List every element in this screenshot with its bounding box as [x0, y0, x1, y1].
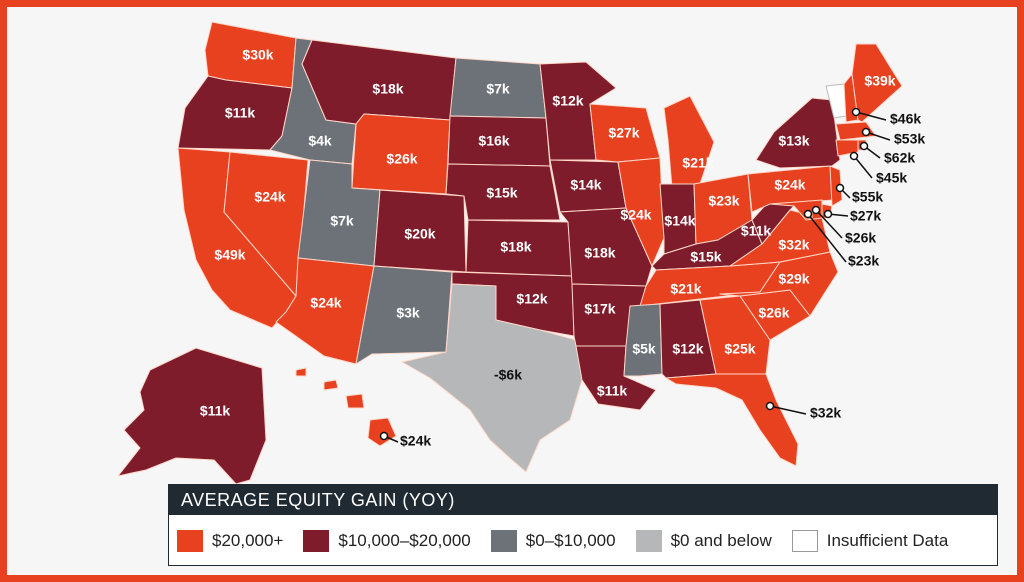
label-wy: $26k: [386, 151, 417, 167]
label-ky: $15k: [690, 249, 721, 265]
callout-nh: $46k: [890, 111, 921, 127]
callout-hi: $24k: [400, 433, 431, 449]
state-labels: $30k $11k $49k $24k $4k $18k $26k $7k $2…: [200, 47, 896, 419]
legend-swatch: [303, 530, 330, 552]
label-ny: $13k: [778, 133, 809, 149]
label-wi: $27k: [608, 125, 639, 141]
label-sd: $16k: [478, 133, 509, 149]
legend-swatch: [490, 530, 517, 552]
label-nc: $29k: [778, 271, 809, 287]
label-sc: $26k: [758, 305, 789, 321]
label-mi: $21k: [682, 155, 713, 171]
label-ms: $5k: [632, 341, 656, 357]
legend-item-insufficient: Insufficient Data: [791, 530, 949, 552]
legend-swatch: [635, 530, 662, 552]
label-al: $12k: [672, 341, 703, 357]
state-ak: [117, 347, 267, 485]
label-az: $24k: [310, 295, 341, 311]
state-mi: [663, 95, 715, 189]
label-la: $11k: [597, 383, 628, 399]
state-ct: [835, 139, 859, 157]
label-nv: $24k: [254, 189, 285, 205]
legend-title: AVERAGE EQUITY GAIN (YOY): [169, 485, 997, 515]
callout-md: $26k: [845, 230, 876, 246]
legend-items: $20,000+ $10,000–$20,000 $0–$10,000 $0 a…: [169, 515, 997, 567]
state-fl: [665, 373, 799, 467]
state-me: [851, 43, 903, 123]
callout-ri: $62k: [884, 150, 915, 166]
label-il: $24k: [620, 207, 651, 223]
callout-ma: $53k: [894, 131, 925, 147]
label-ok: $12k: [516, 291, 547, 307]
legend-item-0-and-below: $0 and below: [635, 530, 772, 552]
legend-item-20k-plus: $20,000+: [177, 530, 283, 552]
state-nj: [829, 165, 843, 207]
state-nc: [719, 251, 839, 317]
label-ar: $17k: [584, 301, 615, 317]
label-tx: -$6k: [494, 367, 522, 383]
state-ny: [755, 97, 841, 169]
legend: AVERAGE EQUITY GAIN (YOY) $20,000+ $10,0…: [168, 484, 998, 566]
label-pa: $24k: [774, 177, 805, 193]
legend-item-0-10k: $0–$10,000: [490, 530, 616, 552]
label-va: $32k: [778, 237, 809, 253]
callout-nj: $55k: [852, 189, 883, 205]
label-id: $4k: [308, 133, 332, 149]
callouts: [379, 107, 891, 443]
callout-ct: $45k: [876, 170, 907, 186]
label-nd: $7k: [486, 81, 510, 97]
label-ut: $7k: [330, 213, 354, 229]
label-wa: $30k: [242, 47, 273, 63]
label-ca: $49k: [214, 247, 245, 263]
state-hi-island-2: [323, 379, 339, 391]
label-wv: $11k: [741, 223, 772, 239]
state-nm: [355, 265, 453, 365]
state-ga: [699, 295, 771, 375]
label-me: $39k: [864, 73, 895, 89]
label-ia: $14k: [570, 177, 601, 193]
label-co: $20k: [404, 226, 435, 242]
label-nm: $3k: [396, 305, 420, 321]
label-ak: $11k: [200, 403, 231, 419]
legend-label: $20,000+: [212, 531, 284, 550]
legend-swatch: [791, 530, 818, 552]
state-hi-island-3: [345, 393, 365, 409]
label-or: $11k: [225, 105, 256, 121]
label-ne: $15k: [486, 185, 517, 201]
label-ks: $18k: [500, 239, 531, 255]
callout-dc: $23k: [848, 253, 879, 269]
callout-fl: $32k: [810, 405, 841, 421]
legend-label: $0–$10,000: [525, 531, 616, 550]
label-oh: $23k: [708, 193, 739, 209]
legend-item-10k-20k: $10,000–$20,000: [303, 530, 471, 552]
legend-label: $10,000–$20,000: [338, 531, 471, 550]
state-hi-island-1: [295, 367, 307, 377]
label-tn: $21k: [670, 281, 701, 297]
label-mn: $12k: [552, 93, 583, 109]
legend-label: Insufficient Data: [826, 531, 949, 550]
label-in: $14k: [664, 213, 695, 229]
legend-label: $0 and below: [670, 531, 772, 550]
state-il: [617, 157, 665, 267]
legend-swatch: [177, 530, 203, 552]
label-mo: $18k: [584, 245, 615, 261]
label-ga: $25k: [724, 341, 755, 357]
state-hi: [367, 417, 397, 447]
callout-de: $27k: [850, 208, 881, 224]
callout-labels: $46k $53k $62k $45k $55k $27k $26k $23k …: [400, 111, 925, 449]
state-tx: [401, 283, 583, 473]
label-mt: $18k: [372, 81, 403, 97]
